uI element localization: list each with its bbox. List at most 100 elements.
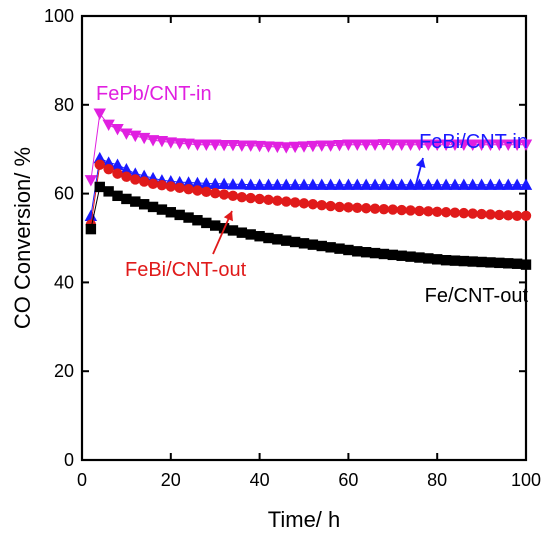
data-point [396,204,407,216]
data-point [511,210,523,221]
data-point [164,137,177,149]
data-point [156,204,168,215]
data-point [254,193,265,205]
data-point [288,141,302,154]
series-febi-cnt-in [84,151,533,221]
data-point [432,254,443,265]
series-annotation-label: Fe/CNT-out [425,285,529,307]
data-point [217,140,231,152]
data-point [111,158,124,170]
x-tick-label: 40 [250,470,270,490]
axis-ticks: 0 20 40 60 80 100 0 20 40 60 80 100 [44,6,541,490]
data-point [520,259,532,270]
data-point [272,234,283,245]
series-febi-cnt-out [85,159,532,230]
data-point [93,108,106,120]
data-point [325,242,336,253]
x-axis-title: Time/ h [268,507,341,532]
data-point [413,178,426,190]
data-point [174,209,185,221]
data-point [281,235,292,246]
data-point [174,182,185,194]
y-tick-label: 80 [54,95,74,115]
data-point [298,238,310,249]
data-point [369,203,381,214]
data-point [138,199,150,210]
data-point [325,200,336,212]
data-point [494,257,505,269]
data-point [111,124,124,136]
data-point [165,181,176,192]
data-point [475,139,488,151]
data-point [511,258,523,269]
data-point [165,207,176,218]
data-point [378,248,390,260]
data-point [289,236,301,248]
data-point [476,256,487,268]
data-point [262,141,275,153]
data-point [102,156,115,168]
data-point [235,140,249,152]
data-point [377,178,391,190]
data-point [519,178,533,190]
data-point [112,190,123,202]
data-point [466,178,479,190]
data-point [315,140,328,152]
data-point [405,251,416,262]
x-tick-label: 20 [161,470,181,490]
data-point [281,196,292,207]
data-point [244,178,257,190]
data-point [414,252,425,263]
data-point [201,186,212,198]
data-point [306,178,320,190]
data-point [432,206,443,218]
annotation-arrowhead [223,211,233,222]
data-point [431,178,444,190]
data-point [84,175,98,187]
data-point [245,229,256,240]
data-point [414,205,425,217]
data-point [352,246,363,257]
data-point [448,178,462,190]
data-point [334,243,345,254]
data-point [484,139,497,151]
data-point [120,128,133,140]
data-point [440,207,452,218]
data-point [324,178,337,190]
data-point [298,198,310,209]
data-point [129,130,142,143]
data-point [253,178,266,190]
data-point [192,215,203,226]
data-point [387,249,398,261]
data-point [210,220,221,231]
data-point [342,178,355,190]
data-point [457,178,471,190]
data-point [112,168,123,179]
data-point [235,178,249,190]
data-point [458,207,470,219]
data-point [289,197,301,208]
data-point [316,199,327,211]
data-point [467,208,478,219]
data-point [182,176,195,188]
series-annotations: FePb/CNT-in FeBi/CNT-in FeBi/CNT-out Fe/CNT… [96,83,528,307]
data-point [147,201,159,213]
series-annotation-label: FePb/CNT-in [96,83,212,105]
data-point [288,178,302,190]
data-point [253,140,266,153]
data-point [493,178,506,190]
data-point [227,190,239,202]
data-point [423,206,434,217]
data-point [146,135,160,147]
data-point [439,139,453,151]
data-point [209,177,222,190]
data-point [503,210,514,221]
data-point [93,151,106,164]
data-point [209,139,222,151]
data-point [94,159,105,170]
data-point [236,191,248,203]
data-point [484,178,497,190]
data-point [475,178,488,190]
data-point [510,139,524,151]
series-fepb-cnt-in [84,108,533,187]
